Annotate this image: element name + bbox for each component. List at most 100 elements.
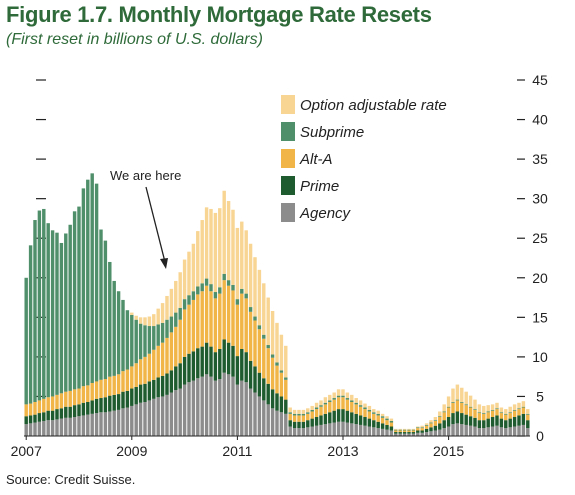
- bar-segment-alt_a: [231, 290, 235, 346]
- annotation-arrow-head: [160, 258, 168, 269]
- bar-segment-subprime: [248, 307, 253, 312]
- bar-segment-agency: [451, 424, 455, 436]
- bar-segment-agency: [200, 376, 204, 436]
- bar-segment-agency: [402, 433, 407, 436]
- bar-segment-option_arm: [160, 303, 165, 323]
- bar-segment-agency: [187, 382, 191, 436]
- bar-segment-alt_a: [77, 388, 81, 405]
- bar-segment-subprime: [499, 412, 504, 414]
- bar-segment-option_arm: [504, 409, 508, 414]
- bar-segment-subprime: [310, 409, 314, 412]
- bar-segment-option_arm: [358, 400, 363, 406]
- bar-segment-subprime: [477, 412, 482, 414]
- bar-segment-option_arm: [477, 404, 482, 413]
- chart-subtitle: (First reset in billions of U.S. dollars…: [6, 31, 263, 48]
- bar-segment-prime: [407, 432, 411, 434]
- annotation: We are here: [110, 168, 181, 269]
- bar-segment-agency: [517, 425, 521, 436]
- bar-segment-prime: [477, 420, 482, 429]
- source-note: Source: Credit Suisse.: [6, 472, 136, 487]
- bar-segment-prime: [77, 404, 81, 417]
- bar-segment-option_arm: [226, 201, 231, 281]
- y-tick-label: 25: [532, 230, 548, 246]
- bar-segment-agency: [24, 424, 28, 436]
- bar-segment-prime: [178, 363, 182, 389]
- bar-segment-alt_a: [358, 406, 363, 416]
- bar-segment-subprime: [416, 427, 420, 429]
- bar-segment-subprime: [86, 179, 90, 386]
- bar-segment-option_arm: [363, 403, 367, 408]
- bar-segment-agency: [235, 384, 240, 436]
- bar-segment-option_arm: [178, 272, 182, 308]
- bar-segment-agency: [385, 429, 389, 436]
- bar-segment-agency: [42, 420, 46, 436]
- bar-segment-subprime: [363, 407, 367, 410]
- bar-segment-prime: [416, 430, 420, 433]
- bar-segment-subprime: [99, 229, 103, 380]
- bar-segment-prime: [363, 417, 367, 426]
- bar-segment-agency: [112, 410, 116, 436]
- bar-segment-agency: [218, 379, 222, 436]
- bar-segment-alt_a: [90, 383, 94, 401]
- bar-segment-subprime: [90, 173, 94, 383]
- bar-segment-prime: [81, 402, 86, 416]
- bar-segment-agency: [64, 417, 68, 436]
- bar-segment-agency: [99, 412, 103, 436]
- y-tick-label: 10: [532, 349, 548, 365]
- bar-segment-agency: [486, 427, 490, 436]
- bar-segment-subprime: [33, 220, 37, 402]
- bar-segment-option_arm: [482, 405, 486, 414]
- bar-segment-alt_a: [130, 366, 134, 389]
- bar-segment-option_arm: [213, 212, 218, 293]
- bar-segment-subprime: [438, 416, 442, 418]
- bar-segment-alt_a: [499, 413, 504, 419]
- y-tick-label: 45: [532, 72, 548, 88]
- bar-segment-alt_a: [33, 401, 37, 415]
- bar-segment-prime: [121, 391, 125, 409]
- bar-segment-alt_a: [160, 342, 165, 376]
- bar-segment-agency: [90, 413, 94, 436]
- bar-segment-prime: [108, 395, 112, 412]
- bar-segment-subprime: [521, 406, 526, 408]
- bar-segment-subprime: [512, 409, 517, 411]
- bar-segment-alt_a: [429, 423, 433, 428]
- bar-segment-prime: [187, 353, 191, 383]
- bar-segment-agency: [526, 428, 530, 436]
- bar-segment-subprime: [394, 429, 398, 431]
- bar-segment-alt_a: [319, 406, 323, 416]
- bar-segment-alt_a: [297, 415, 301, 422]
- bars: [24, 173, 530, 436]
- bar-segment-alt_a: [284, 379, 288, 400]
- bar-segment-option_arm: [165, 295, 169, 320]
- bar-segment-agency: [460, 424, 464, 436]
- bar-segment-agency: [468, 425, 473, 436]
- bar-segment-prime: [191, 351, 196, 381]
- bar-segment-agency: [156, 397, 160, 436]
- bar-segment-agency: [424, 432, 429, 436]
- bar-segment-agency: [279, 412, 284, 436]
- bar-segment-prime: [68, 406, 72, 418]
- bar-segment-agency: [398, 433, 402, 436]
- bar-segment-subprime: [240, 288, 244, 294]
- bar-segment-agency: [262, 400, 266, 436]
- bar-segment-agency: [108, 411, 112, 436]
- bar-segment-prime: [350, 412, 354, 424]
- bar-segment-prime: [389, 426, 394, 431]
- bar-segment-subprime: [486, 411, 490, 413]
- bar-segment-prime: [24, 416, 28, 425]
- bar-segment-prime: [380, 423, 385, 429]
- bar-segment-option_arm: [367, 405, 372, 410]
- bar-segment-agency: [350, 423, 354, 436]
- bar-segment-option_arm: [218, 208, 222, 288]
- bar-segment-option_arm: [288, 407, 292, 413]
- bar-segment-prime: [385, 424, 389, 430]
- bar-segment-prime: [354, 413, 358, 425]
- bar-segment-prime: [270, 389, 275, 409]
- bar-segment-subprime: [130, 314, 134, 367]
- bar-segment-alt_a: [367, 411, 372, 419]
- bar-segment-prime: [218, 348, 222, 380]
- bar-segment-option_arm: [196, 231, 200, 287]
- bar-segment-agency: [68, 417, 72, 436]
- bar-segment-prime: [174, 366, 178, 391]
- bar-segment-prime: [112, 394, 116, 411]
